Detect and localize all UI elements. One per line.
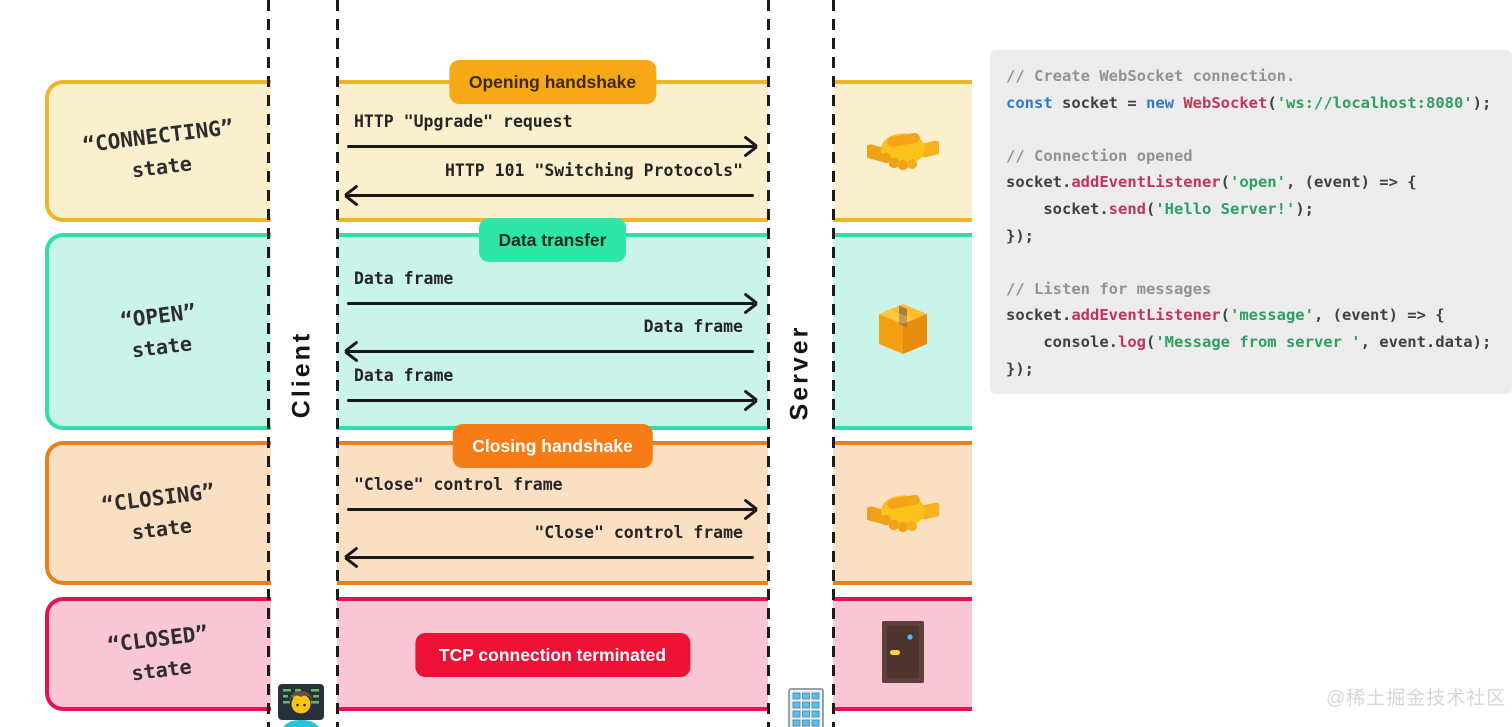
code-panel: // Create WebSocket connection. const soc…	[990, 50, 1512, 394]
handshake-icon	[864, 122, 941, 181]
tcp-terminated-badge: TCP connection terminated	[414, 633, 691, 677]
state-box-open: “OPEN” state	[45, 233, 271, 430]
arrow-right-icon	[345, 500, 757, 519]
server-band-open	[833, 233, 972, 430]
handshake-icon	[864, 484, 941, 543]
state-subtitle: state	[130, 653, 194, 685]
state-title: “OPEN”	[118, 299, 198, 333]
arrow-left-icon	[345, 548, 757, 567]
state-label: “CLOSING” state	[100, 479, 220, 547]
server-label: Server	[785, 324, 814, 421]
message-close-control-frame: "Close" control frame	[345, 475, 757, 519]
package-icon	[876, 302, 930, 361]
arrow-left-icon	[345, 342, 757, 361]
arrow-left-icon	[345, 186, 757, 205]
message-close-control-frame: "Close" control frame	[345, 523, 757, 567]
state-box-connecting: “CONNECTING” state	[45, 80, 271, 222]
message-data-frame: Data frame	[345, 269, 757, 313]
code-block: // Create WebSocket connection. const soc…	[1006, 67, 1492, 378]
server-lifeline-left	[767, 0, 770, 727]
office-building-icon	[784, 688, 828, 727]
message-upgrade-request: HTTP "Upgrade" request	[345, 112, 757, 156]
client-lifeline-left	[267, 0, 270, 727]
state-box-closing: “CLOSING” state	[45, 441, 271, 585]
messages: Data frame Data frame Data frame	[337, 237, 768, 426]
opening-handshake-badge: Opening handshake	[448, 60, 657, 104]
client-lifeline-right	[336, 0, 339, 727]
state-label: “CONNECTING” state	[81, 114, 238, 187]
watermark: @稀土掘金技术社区	[1326, 688, 1507, 709]
arrow-right-icon	[345, 391, 757, 410]
state-label: “OPEN” state	[119, 300, 201, 364]
state-subtitle: state	[130, 512, 194, 544]
data-transfer-badge: Data transfer	[478, 218, 627, 262]
server-lifeline-right	[832, 0, 835, 727]
server-band-closing	[833, 441, 972, 585]
message-data-frame: Data frame	[345, 317, 757, 361]
message-switching-protocols: HTTP 101 "Switching Protocols"	[345, 161, 757, 205]
messages: "Close" control frame "Close" control fr…	[337, 445, 768, 581]
server-band-connecting	[833, 80, 972, 222]
message-band-open: Data transfer Data frame Data frame Data…	[337, 218, 768, 430]
closing-handshake-badge: Closing handshake	[452, 424, 653, 468]
door-icon	[880, 620, 926, 689]
message-band-closed: TCP connection terminated	[337, 597, 768, 711]
state-title: “CLOSED”	[106, 620, 210, 657]
arrow-right-icon	[345, 294, 757, 313]
message-band-connecting: Opening handshake HTTP "Upgrade" request…	[337, 60, 768, 222]
state-title: “CLOSING”	[100, 478, 217, 517]
state-box-closed: “CLOSED” state	[45, 597, 271, 711]
message-data-frame: Data frame	[345, 366, 757, 410]
messages: HTTP "Upgrade" request HTTP 101 "Switchi…	[337, 84, 768, 218]
technologist-icon	[275, 684, 327, 727]
arrow-right-icon	[345, 137, 757, 156]
server-band-closed	[833, 597, 972, 711]
state-label: “CLOSED” state	[106, 621, 213, 688]
state-subtitle: state	[130, 331, 194, 363]
message-band-closing: Closing handshake "Close" control frame …	[337, 424, 768, 585]
client-label: Client	[287, 330, 316, 419]
